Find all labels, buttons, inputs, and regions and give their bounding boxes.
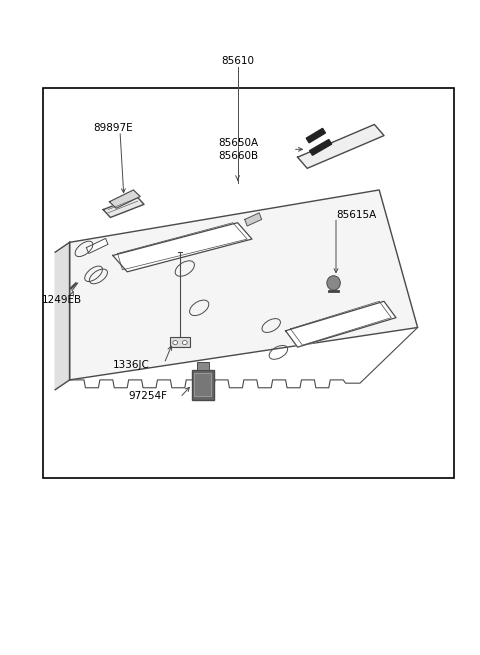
Text: 85660B: 85660B <box>218 151 259 161</box>
Bar <box>197 362 209 370</box>
Ellipse shape <box>173 341 178 345</box>
Polygon shape <box>70 190 418 380</box>
Polygon shape <box>245 213 262 226</box>
Polygon shape <box>286 301 396 347</box>
Text: 97254F: 97254F <box>129 391 168 402</box>
Polygon shape <box>306 128 325 143</box>
Polygon shape <box>298 124 384 168</box>
Bar <box>43 88 454 478</box>
Polygon shape <box>103 196 144 217</box>
Ellipse shape <box>327 276 340 290</box>
Text: 85610: 85610 <box>221 56 254 66</box>
Polygon shape <box>55 242 70 390</box>
Text: 85615A: 85615A <box>336 210 376 220</box>
Bar <box>170 337 190 347</box>
Text: 89897E: 89897E <box>94 122 133 133</box>
Polygon shape <box>86 238 108 253</box>
Polygon shape <box>113 223 252 272</box>
Ellipse shape <box>182 341 187 345</box>
Polygon shape <box>109 190 140 208</box>
Text: 85650A: 85650A <box>218 138 259 148</box>
Bar <box>194 373 211 396</box>
Text: 1249EB: 1249EB <box>42 295 83 305</box>
Polygon shape <box>310 140 332 155</box>
Text: 1336JC: 1336JC <box>113 360 150 371</box>
Bar <box>192 370 214 400</box>
